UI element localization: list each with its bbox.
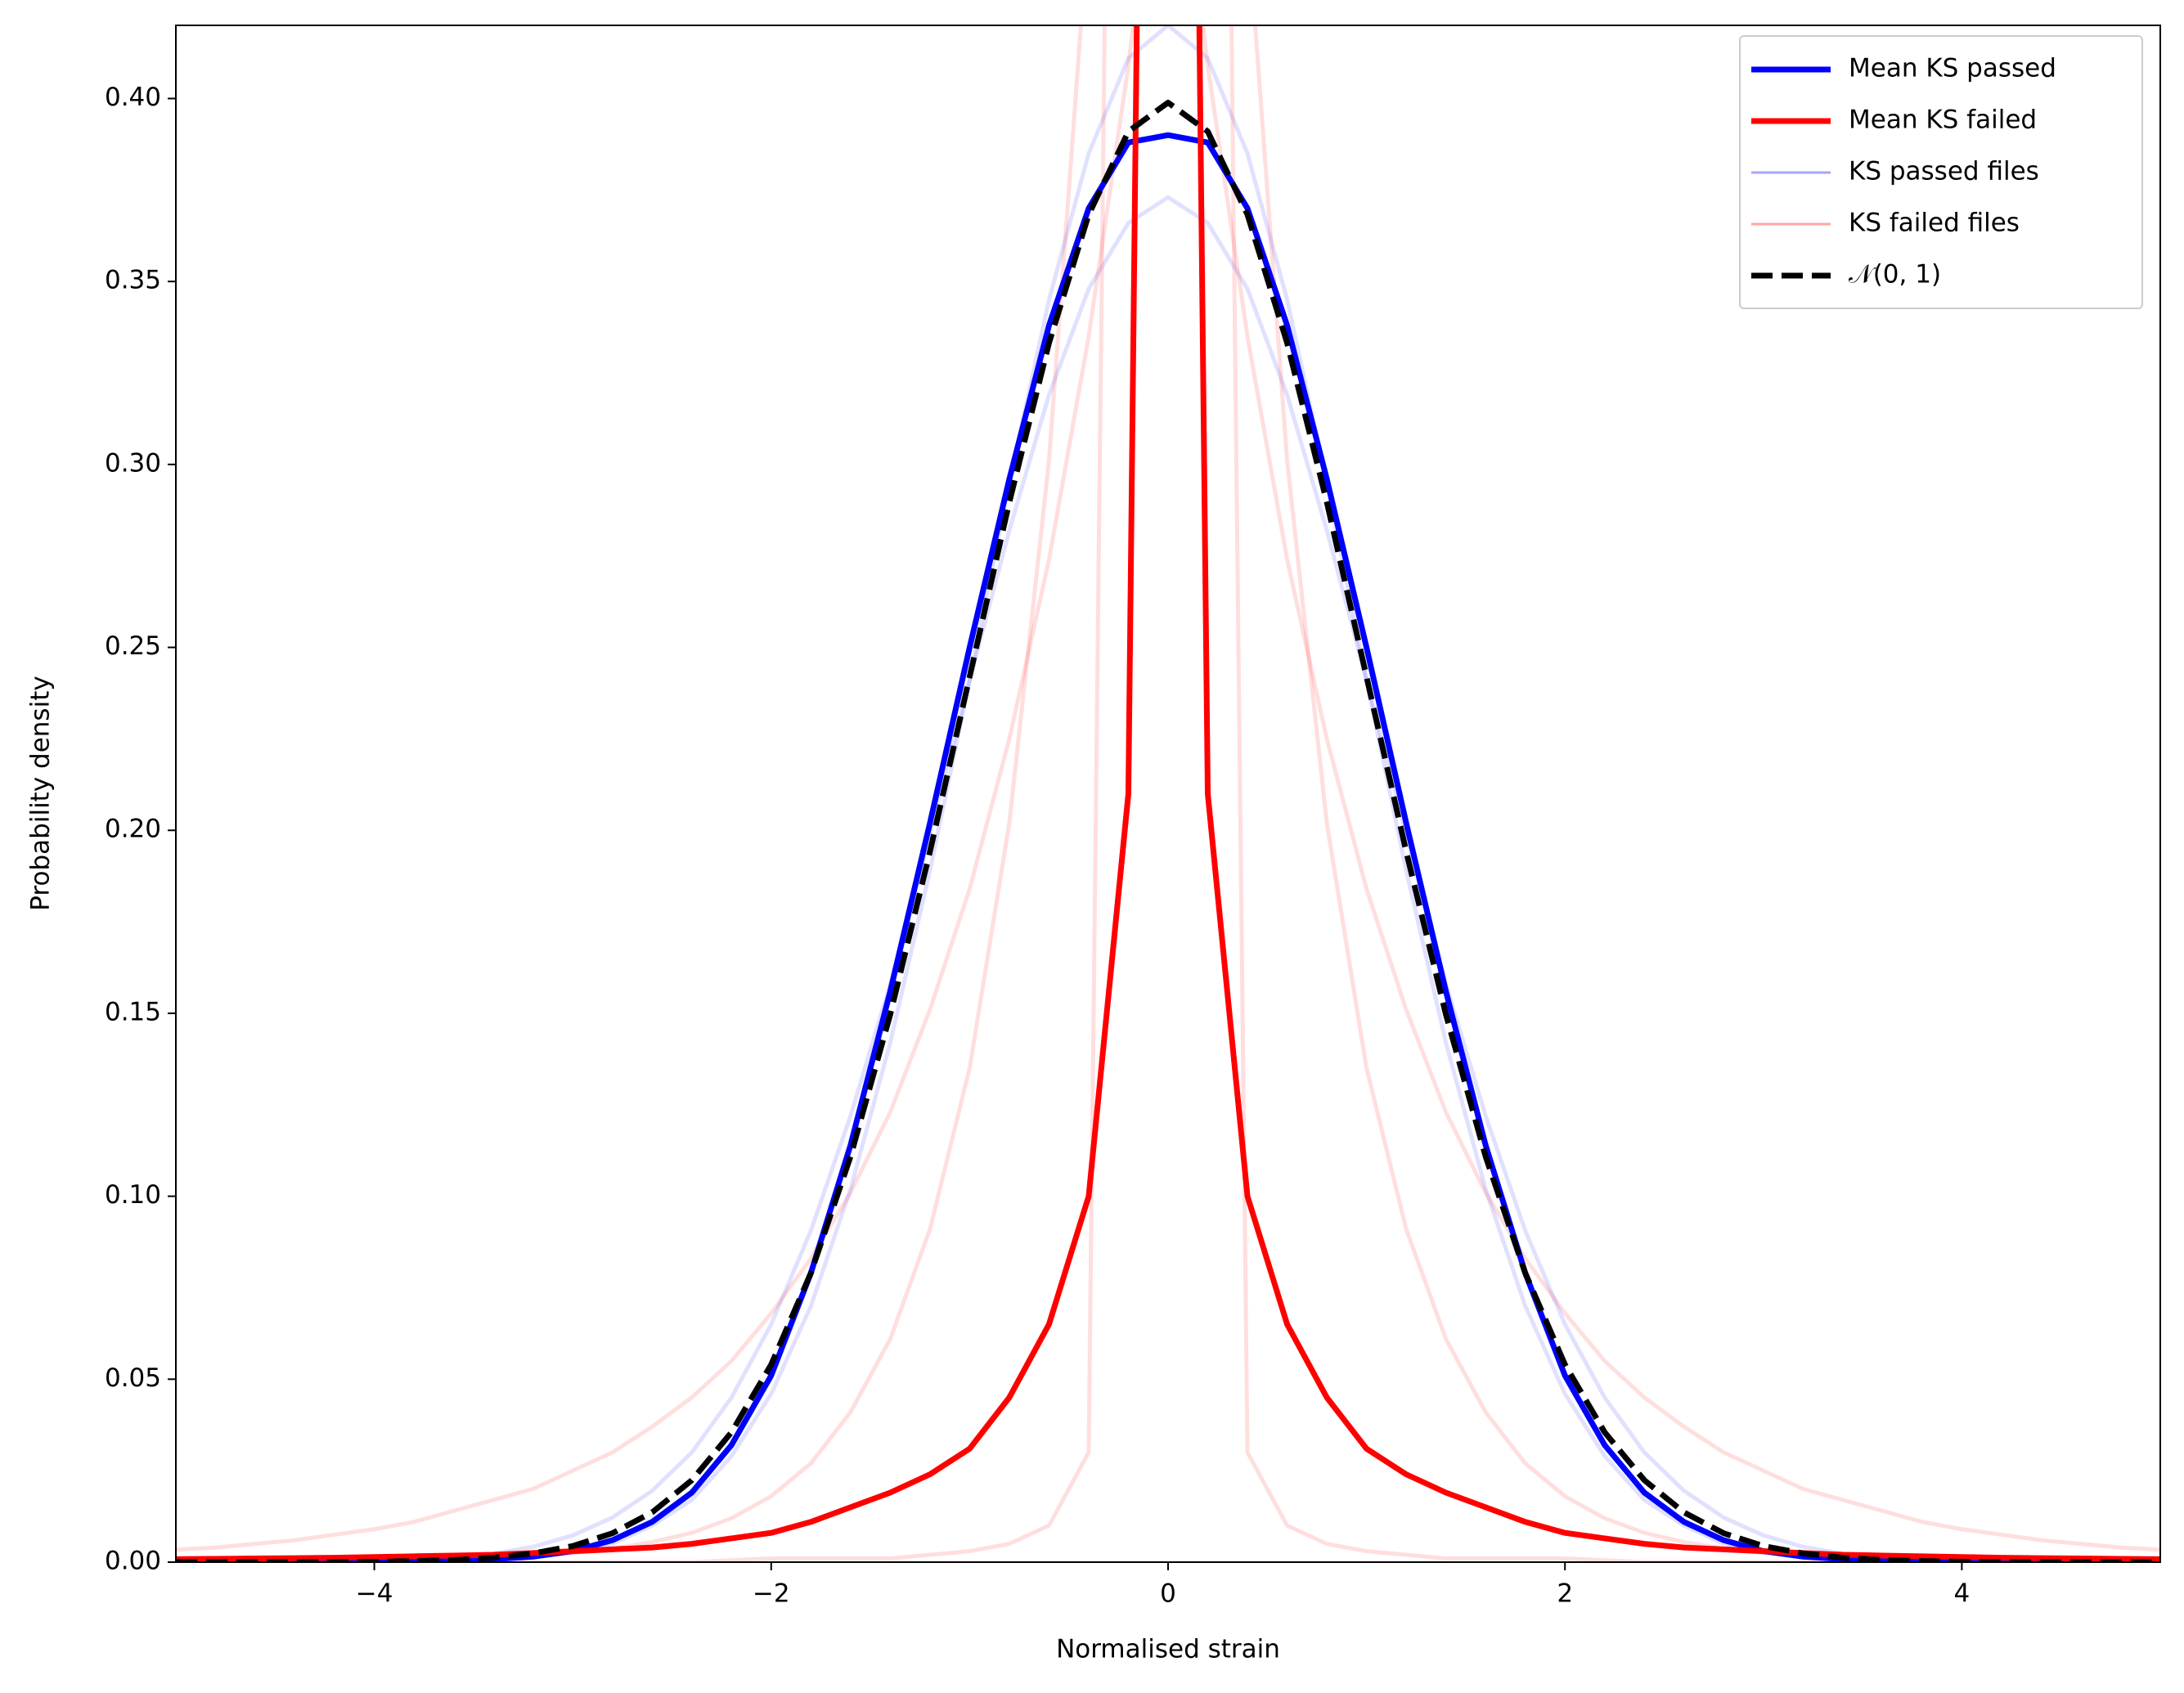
y-tick-label: 0.20: [105, 815, 161, 844]
y-tick-label: 0.40: [105, 83, 161, 112]
data-line: [176, 25, 2160, 1552]
x-tick-label: −4: [356, 1579, 393, 1609]
legend-label: Mean KS failed: [1849, 106, 2037, 135]
x-tick-label: −2: [753, 1579, 790, 1609]
x-tick-label: 2: [1557, 1579, 1573, 1609]
x-axis-label: Normalised strain: [1056, 1635, 1280, 1664]
y-axis-label: Probability density: [26, 676, 56, 910]
data-line: [176, 99, 2160, 1562]
plot-area: [176, 25, 2160, 1562]
legend-label: KS passed files: [1849, 157, 2039, 186]
legend-label: Mean KS passed: [1849, 54, 2056, 83]
y-tick-label: 0.05: [105, 1363, 161, 1393]
y-tick-label: 0.10: [105, 1180, 161, 1210]
legend-label: KS failed files: [1849, 209, 2020, 238]
legend-box: [1739, 35, 2143, 309]
x-tick-label: 4: [1954, 1579, 1971, 1609]
x-tick-label: 0: [1160, 1579, 1176, 1609]
y-tick-label: 0.25: [105, 631, 161, 661]
legend-label: 𝒩(0, 1): [1849, 260, 1941, 290]
y-tick-label: 0.30: [105, 448, 161, 478]
y-tick-label: 0.15: [105, 997, 161, 1026]
y-tick-label: 0.00: [105, 1547, 161, 1576]
y-tick-label: 0.35: [105, 266, 161, 295]
